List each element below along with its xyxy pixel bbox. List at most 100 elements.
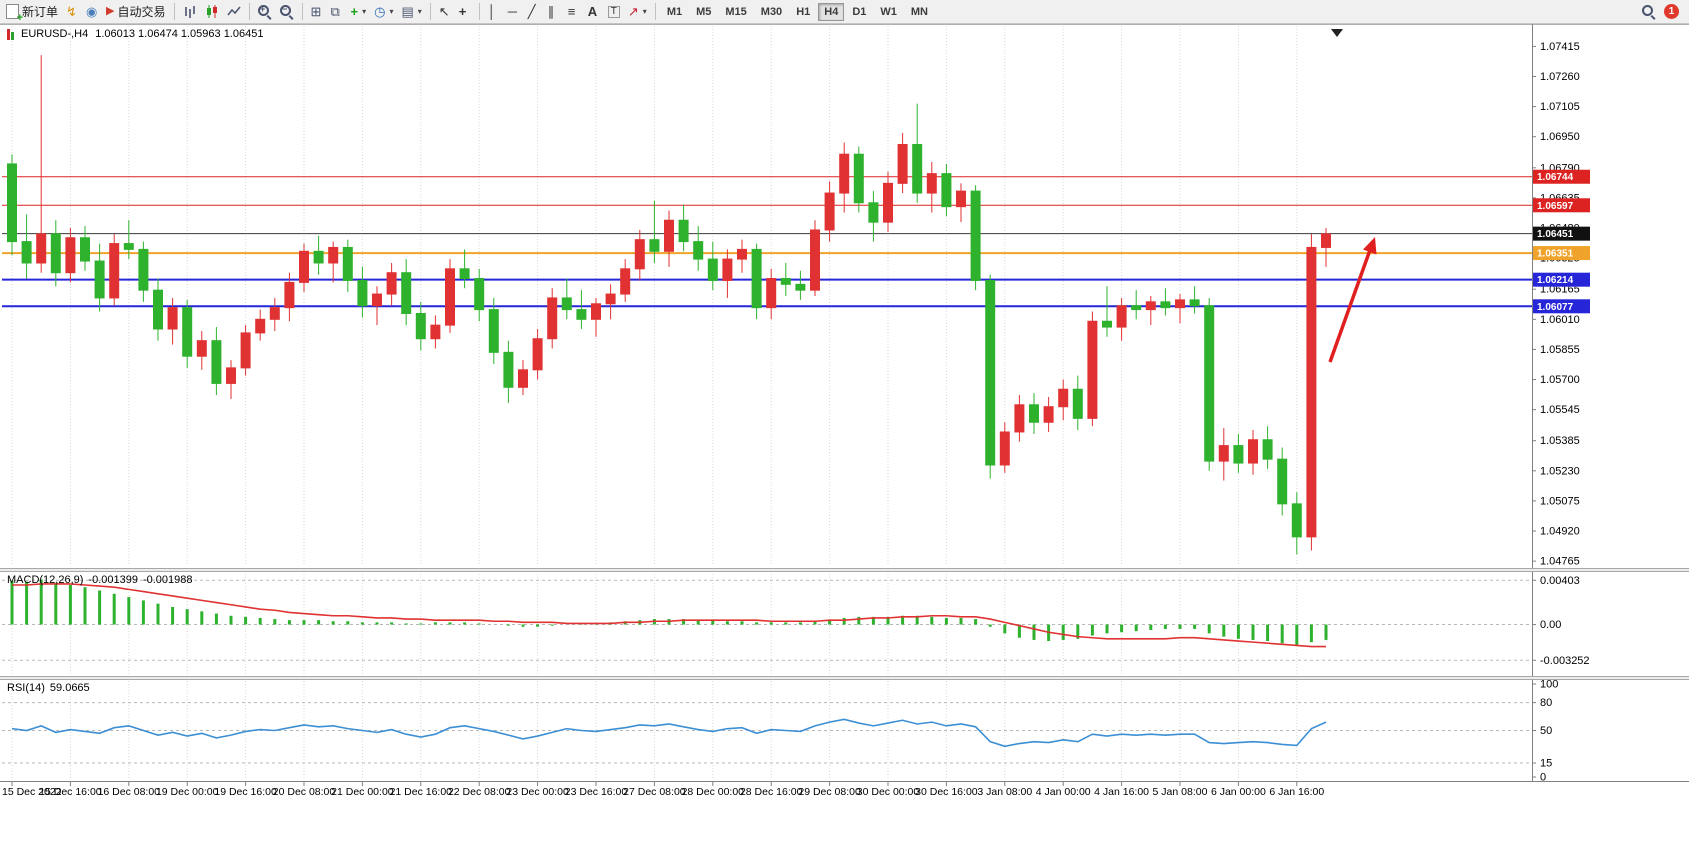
svg-text:80: 80	[1540, 697, 1552, 709]
templates-button[interactable]: ▤ ▾	[397, 2, 425, 22]
svg-text:0.00: 0.00	[1540, 619, 1561, 631]
svg-text:28 Dec 16:00: 28 Dec 16:00	[740, 786, 803, 798]
svg-text:4 Jan 16:00: 4 Jan 16:00	[1094, 786, 1149, 798]
chevron-down-icon: ▾	[362, 7, 367, 16]
quick-trade-button[interactable]: ↯	[62, 2, 82, 22]
svg-text:29 Dec 08:00: 29 Dec 08:00	[798, 786, 861, 798]
line-chart-mode-button[interactable]	[223, 2, 245, 22]
svg-text:28 Dec 00:00: 28 Dec 00:00	[682, 786, 745, 798]
arrange-windows-button[interactable]: ⧉	[327, 2, 347, 22]
timeframe-M5[interactable]: M5	[690, 3, 717, 21]
annotation-arrow	[1328, 237, 1377, 363]
svg-text:1.05545: 1.05545	[1540, 404, 1580, 416]
svg-text:30 Dec 16:00: 30 Dec 16:00	[915, 786, 978, 798]
rsi-value: 59.0665	[49, 682, 90, 694]
new-order-button[interactable]: 新订单	[2, 2, 62, 24]
timeframe-W1[interactable]: W1	[874, 3, 903, 21]
svg-text:27 Dec 08:00: 27 Dec 08:00	[623, 786, 686, 798]
svg-text:23 Dec 00:00: 23 Dec 00:00	[506, 786, 569, 798]
chevron-down-icon: ▾	[417, 7, 422, 16]
zoom-in-button[interactable]: +	[254, 2, 276, 22]
svg-text:1.06351: 1.06351	[1537, 249, 1574, 260]
vertical-line-tool-button[interactable]: │	[484, 2, 504, 22]
toolbar-separator	[429, 3, 431, 20]
chart-symbol-period: EURUSD-,H4	[21, 28, 89, 40]
fibonacci-tool-button[interactable]: ≡	[564, 2, 584, 22]
svg-text:21 Dec 16:00: 21 Dec 16:00	[390, 786, 453, 798]
tile-windows-icon: ⊞	[310, 4, 322, 19]
svg-text:50: 50	[1540, 725, 1552, 737]
svg-text:-0.003252: -0.003252	[1540, 655, 1590, 667]
svg-text:1.04765: 1.04765	[1540, 556, 1580, 568]
svg-text:1.05700: 1.05700	[1540, 374, 1580, 386]
autotrade-button[interactable]: ▶ 自动交易	[102, 2, 169, 22]
svg-text:21 Dec 00:00: 21 Dec 00:00	[331, 786, 394, 798]
svg-text:23 Dec 16:00: 23 Dec 16:00	[565, 786, 628, 798]
candlestick-chart-icon	[206, 5, 217, 18]
timeframe-H4[interactable]: H4	[818, 2, 845, 21]
label-tool-button[interactable]: T	[604, 2, 624, 22]
zoom-out-button[interactable]: −	[276, 2, 298, 22]
arrow-tools-button[interactable]: ↗ ▾	[624, 2, 651, 22]
svg-text:15: 15	[1540, 758, 1552, 770]
svg-text:6 Jan 16:00: 6 Jan 16:00	[1269, 786, 1324, 798]
macd-indicator-label: MACD(12,26,9) -0.001399 -0.001988	[7, 574, 193, 586]
svg-text:1.07260: 1.07260	[1540, 71, 1580, 83]
pane-splitters	[0, 568, 1689, 680]
autotrade-label: 自动交易	[117, 5, 166, 19]
candle-chart-mode-button[interactable]	[201, 2, 223, 22]
svg-text:1.06451: 1.06451	[1537, 229, 1574, 240]
svg-text:6 Jan 00:00: 6 Jan 00:00	[1211, 786, 1266, 798]
template-icon: ▤	[401, 4, 414, 19]
svg-text:3 Jan 08:00: 3 Jan 08:00	[977, 786, 1032, 798]
bar-chart-mode-button[interactable]	[179, 2, 201, 22]
svg-text:16 Dec 08:00: 16 Dec 08:00	[98, 786, 161, 798]
clock-icon: ◷	[374, 4, 386, 19]
zoom-out-icon: −	[279, 4, 294, 19]
timeframe-D1[interactable]: D1	[846, 3, 872, 21]
channel-tool-button[interactable]: ∥	[544, 2, 564, 22]
macd-signal-value: -0.001988	[142, 574, 193, 586]
chart-header: EURUSD-,H4 1.06013 1.06474 1.05963 1.064…	[7, 28, 263, 40]
lightning-icon: ↯	[66, 4, 77, 19]
macd-main-value: -0.001399	[88, 574, 138, 586]
horizontal-line-tool-button[interactable]: ─	[504, 2, 524, 22]
search-icon[interactable]	[1642, 4, 1656, 19]
tile-windows-button[interactable]: ⊞	[307, 2, 327, 22]
timeframe-M1[interactable]: M1	[661, 3, 688, 21]
crosshair-tool-button[interactable]: +	[455, 2, 475, 22]
period-button[interactable]: ◷ ▾	[370, 2, 397, 22]
zoom-in-icon: +	[257, 4, 272, 19]
trendline-tool-button[interactable]: ╱	[524, 2, 544, 22]
cursor-icon: ↖	[438, 4, 450, 19]
market-button[interactable]: ◉	[82, 2, 102, 22]
svg-text:30 Dec 00:00: 30 Dec 00:00	[857, 786, 920, 798]
text-tool-button[interactable]: A	[584, 2, 604, 22]
toolbar-separator	[248, 3, 250, 20]
candles	[7, 55, 1331, 555]
svg-text:4 Jan 00:00: 4 Jan 00:00	[1036, 786, 1091, 798]
cursor-tool-button[interactable]: ↖	[435, 2, 455, 22]
new-order-label: 新订单	[22, 5, 59, 19]
vertical-line-icon: │	[487, 4, 496, 19]
svg-text:19 Dec 16:00: 19 Dec 16:00	[214, 786, 277, 798]
svg-text:100: 100	[1540, 679, 1558, 691]
notification-badge[interactable]: 1	[1664, 4, 1679, 19]
add-indicator-button[interactable]: + ▾	[347, 2, 371, 22]
cascade-windows-icon: ⧉	[330, 4, 340, 19]
timeframe-M15[interactable]: M15	[719, 3, 752, 21]
svg-text:1.06214: 1.06214	[1537, 275, 1574, 286]
market-icon: ◉	[86, 4, 98, 19]
rsi-indicator-label: RSI(14) 59.0665	[7, 682, 90, 694]
macd-params: MACD(12,26,9)	[7, 574, 84, 586]
main-toolbar: 新订单 ↯ ◉ ▶ 自动交易 + − ⊞	[0, 0, 1689, 24]
timeframe-H1[interactable]: H1	[790, 3, 816, 21]
new-order-icon	[6, 4, 23, 24]
svg-text:0: 0	[1540, 772, 1546, 784]
svg-text:20 Dec 08:00: 20 Dec 08:00	[273, 786, 336, 798]
timeframe-MN[interactable]: MN	[905, 3, 934, 21]
timeframe-M30[interactable]: M30	[755, 3, 788, 21]
rsi-pane: 100 80 50 15 0	[2, 679, 1558, 784]
autotrade-icon: ▶	[106, 5, 115, 17]
